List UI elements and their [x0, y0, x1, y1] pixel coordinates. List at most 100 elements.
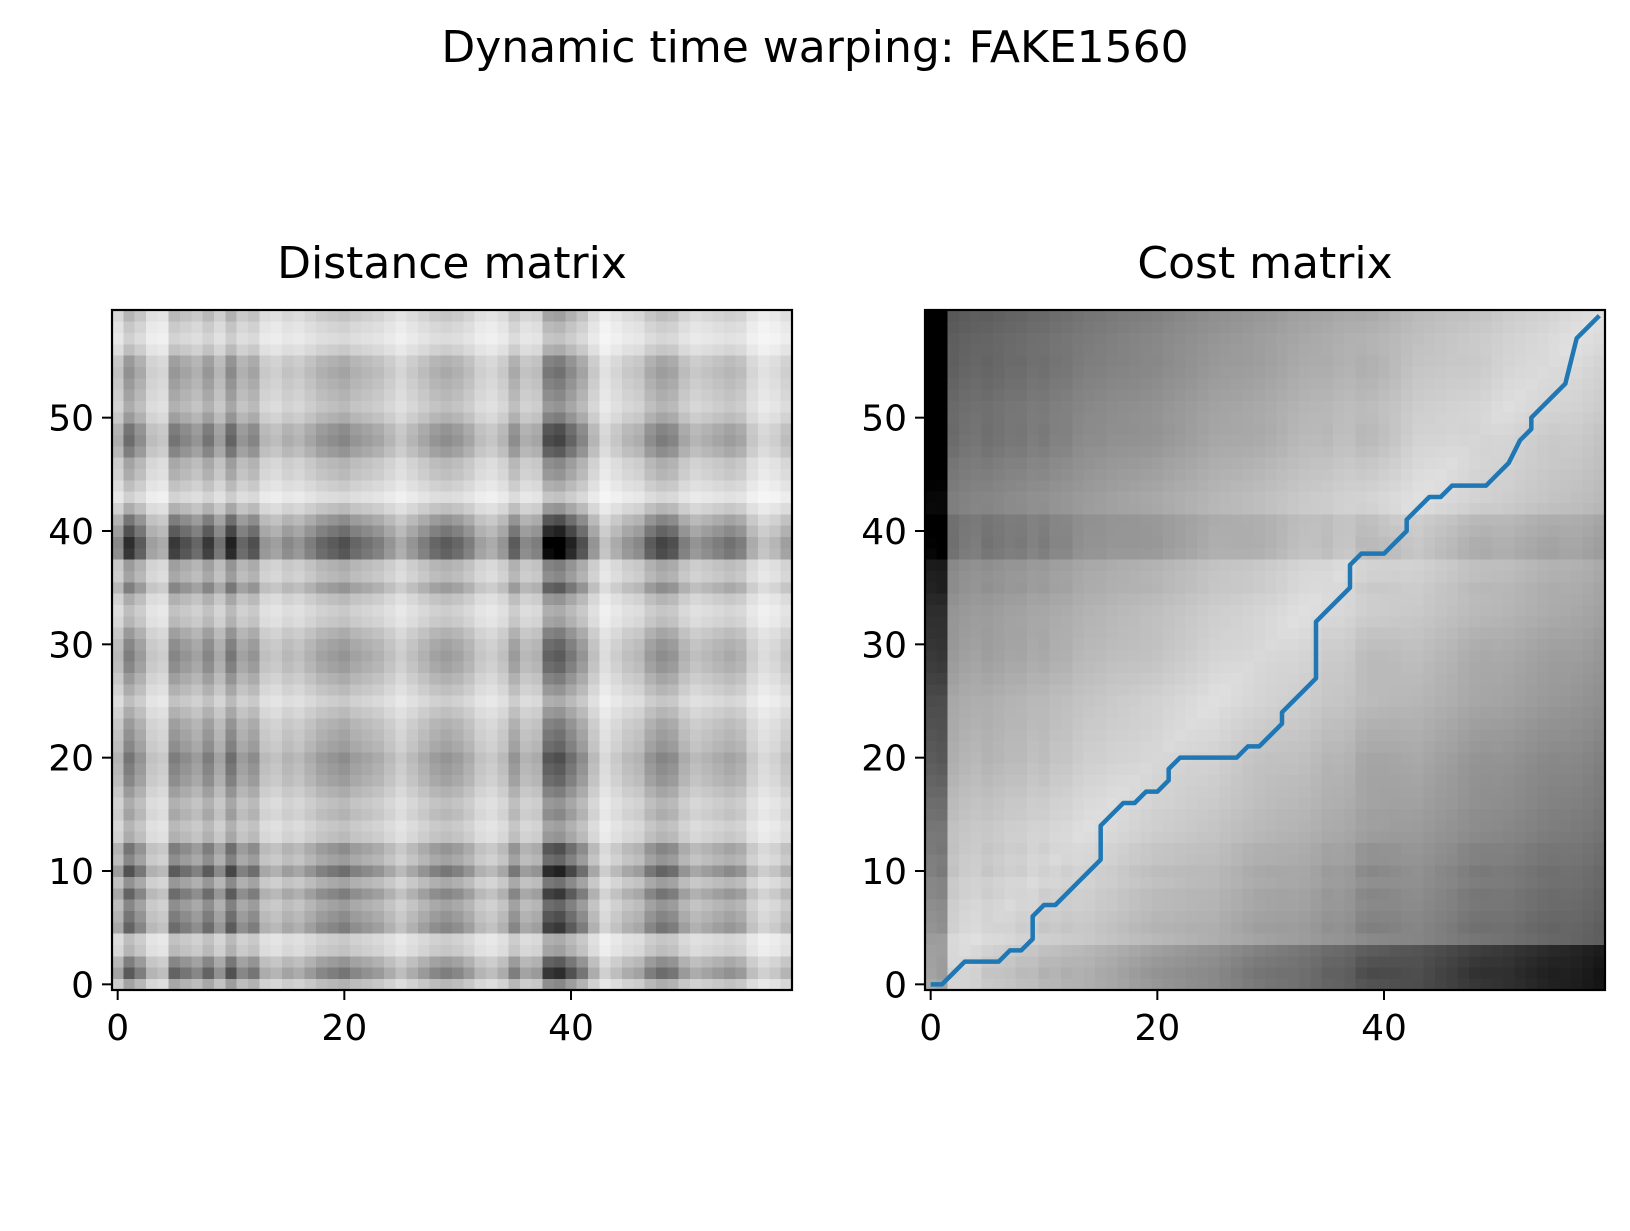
- heatmap-cell: [1174, 650, 1187, 662]
- heatmap-cell: [395, 389, 408, 402]
- heatmap-cell: [270, 355, 283, 368]
- heatmap-cell: [690, 933, 702, 946]
- heatmap-cell: [588, 842, 600, 855]
- heatmap-cell: [1117, 933, 1130, 946]
- heatmap-cell: [327, 389, 340, 402]
- heatmap-cell: [112, 559, 124, 572]
- heatmap-cell: [248, 786, 260, 798]
- heatmap-cell: [565, 718, 578, 730]
- heatmap-cell: [304, 910, 317, 923]
- heatmap-cell: [1095, 593, 1107, 606]
- heatmap-cell: [146, 786, 158, 798]
- heatmap-cell: [993, 604, 1005, 617]
- heatmap-cell: [327, 706, 340, 719]
- heatmap-cell: [202, 627, 215, 640]
- heatmap-cell: [316, 695, 328, 708]
- heatmap-cell: [282, 400, 294, 413]
- heatmap-cell: [981, 582, 994, 594]
- heatmap-cell: [225, 378, 238, 390]
- heatmap-cell: [1015, 899, 1028, 912]
- heatmap-cell: [327, 638, 340, 651]
- heatmap-cell: [463, 310, 476, 322]
- heatmap-cell: [1140, 378, 1153, 390]
- heatmap-cell: [610, 684, 623, 696]
- heatmap-cell: [1095, 491, 1107, 504]
- heatmap-cell: [270, 536, 283, 549]
- heatmap-cell: [959, 729, 971, 742]
- heatmap-cell: [701, 525, 714, 538]
- heatmap-cell: [180, 910, 192, 923]
- heatmap-cell: [724, 978, 736, 991]
- heatmap-cell: [1049, 888, 1062, 900]
- heatmap-cell: [622, 491, 634, 504]
- heatmap-cell: [633, 355, 646, 368]
- heatmap-cell: [372, 627, 385, 640]
- heatmap-cell: [180, 752, 192, 764]
- heatmap-cell: [146, 808, 158, 821]
- heatmap-cell: [112, 842, 124, 855]
- heatmap-cell: [667, 797, 680, 810]
- heatmap-cell: [270, 854, 283, 866]
- heatmap-cell: [384, 321, 396, 334]
- heatmap-cell: [1072, 956, 1085, 968]
- heatmap-cell: [565, 638, 578, 651]
- heatmap-cell: [1095, 344, 1107, 356]
- heatmap-cell: [1061, 446, 1073, 458]
- heatmap-cell: [925, 684, 937, 696]
- heatmap-cell: [157, 525, 170, 538]
- heatmap-cell: [554, 559, 566, 572]
- heatmap-cell: [588, 616, 600, 628]
- heatmap-cell: [769, 944, 782, 957]
- heatmap-cell: [429, 321, 442, 334]
- heatmap-cell: [1049, 378, 1062, 390]
- heatmap-cell: [259, 321, 272, 334]
- heatmap-cell: [1129, 718, 1141, 730]
- heatmap-cell: [259, 978, 272, 991]
- heatmap-cell: [350, 944, 362, 957]
- heatmap-cell: [202, 695, 215, 708]
- heatmap-cell: [384, 854, 396, 866]
- heatmap-cell: [304, 559, 317, 572]
- heatmap-cell: [758, 412, 770, 424]
- heatmap-cell: [588, 468, 600, 481]
- heatmap-cell: [452, 378, 464, 390]
- heatmap-cell: [157, 967, 170, 980]
- heatmap-cell: [1061, 321, 1073, 334]
- heatmap-cell: [1015, 400, 1028, 413]
- heatmap-cell: [327, 536, 340, 549]
- heatmap-cell: [248, 366, 260, 379]
- heatmap-cell: [384, 502, 396, 515]
- heatmap-cell: [667, 899, 680, 912]
- heatmap-cell: [429, 820, 442, 832]
- heatmap-cell: [304, 786, 317, 798]
- heatmap-cell: [214, 525, 226, 538]
- heatmap-cell: [202, 831, 215, 844]
- heatmap-cell: [1049, 808, 1062, 821]
- heatmap-cell: [259, 366, 272, 379]
- heatmap-cell: [350, 355, 362, 368]
- heatmap-cell: [690, 593, 702, 606]
- heatmap-cell: [993, 763, 1005, 776]
- heatmap-cell: [936, 355, 949, 368]
- heatmap-cell: [724, 808, 736, 821]
- heatmap-cell: [1004, 695, 1017, 708]
- heatmap-cell: [1163, 740, 1175, 753]
- heatmap-cell: [1140, 752, 1153, 764]
- heatmap-cell: [293, 706, 306, 719]
- heatmap-cell: [293, 514, 306, 526]
- heatmap-cell: [1015, 412, 1028, 424]
- heatmap-cell: [191, 752, 204, 764]
- heatmap-cell: [588, 684, 600, 696]
- heatmap-cell: [1174, 536, 1187, 549]
- heatmap-cell: [667, 559, 680, 572]
- heatmap-cell: [599, 763, 612, 776]
- heatmap-cell: [395, 536, 408, 549]
- heatmap-cell: [769, 559, 782, 572]
- heatmap-cell: [667, 616, 680, 628]
- heatmap-cell: [633, 774, 646, 787]
- heatmap-cell: [735, 774, 748, 787]
- heatmap-cell: [1027, 752, 1039, 764]
- heatmap-cell: [981, 797, 994, 810]
- heatmap-cell: [395, 366, 408, 379]
- heatmap-cell: [146, 434, 158, 447]
